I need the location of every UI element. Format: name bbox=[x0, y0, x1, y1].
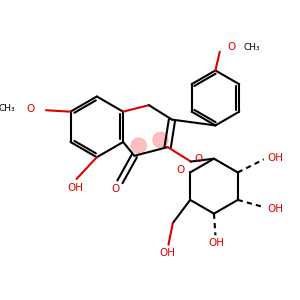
Circle shape bbox=[131, 138, 146, 153]
Text: O: O bbox=[194, 154, 202, 164]
Text: OH: OH bbox=[267, 153, 284, 163]
Text: CH₃: CH₃ bbox=[243, 43, 260, 52]
Text: OH: OH bbox=[67, 183, 83, 193]
Text: OH: OH bbox=[209, 238, 225, 248]
Text: O: O bbox=[177, 164, 185, 175]
Text: O: O bbox=[26, 104, 34, 114]
Text: O: O bbox=[112, 184, 120, 194]
Text: OH: OH bbox=[267, 204, 284, 214]
Text: O: O bbox=[227, 42, 236, 52]
Text: OH: OH bbox=[159, 248, 175, 258]
Circle shape bbox=[153, 132, 168, 147]
Text: CH₃: CH₃ bbox=[0, 104, 16, 113]
